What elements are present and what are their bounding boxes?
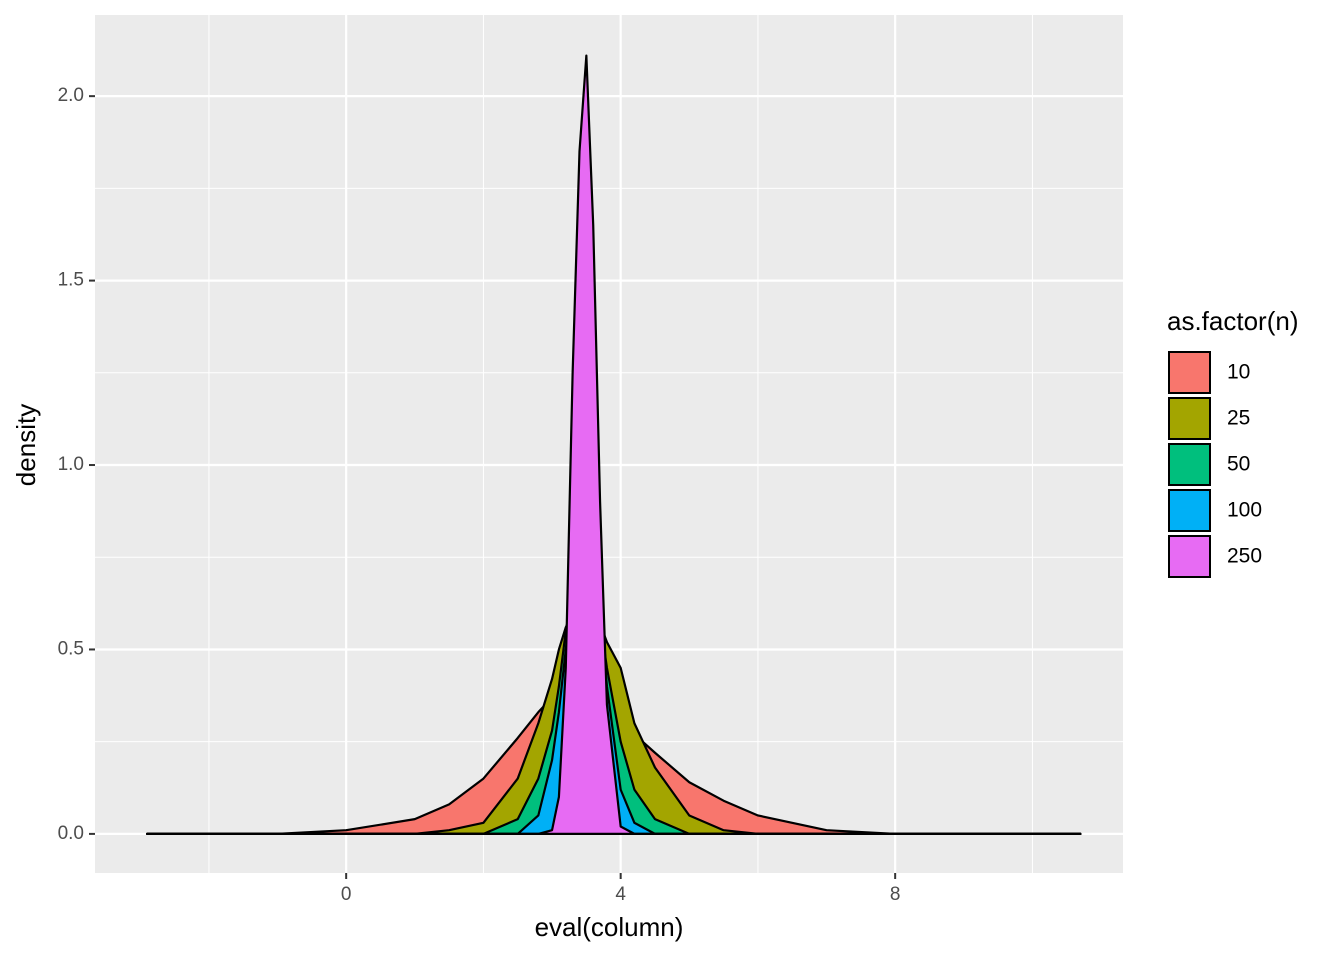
y-tick-label: 1.5 [58,270,84,291]
x-axis-title: eval(column) [535,912,684,942]
density-area [146,54,1082,835]
y-axis-title: density [11,404,41,486]
x-tick-label: 0 [341,884,352,905]
x-tick-label: 8 [890,884,901,905]
legend-key [1168,535,1211,578]
legend: 10 25 50 100 250 [1168,351,1262,578]
legend-label: 50 [1227,453,1250,476]
y-tick-label: 1.0 [58,454,84,475]
legend-label: 10 [1227,361,1250,384]
legend-label: 25 [1227,407,1250,430]
legend-key [1168,489,1211,532]
areas [146,54,1082,835]
legend-label: 100 [1227,499,1262,522]
y-tick-label: 0.0 [58,823,84,844]
x-tick-label: 4 [615,884,626,905]
y-tick-label: 2.0 [58,85,84,106]
legend-title: as.factor(n) [1167,306,1299,336]
legend-key [1168,397,1211,440]
axes: 0 4 8 0.0 0.5 1.0 1.5 2.0 [58,85,901,905]
legend-label: 250 [1227,545,1262,568]
legend-key [1168,443,1211,486]
legend-key [1168,351,1211,394]
y-tick-label: 0.5 [58,638,84,659]
